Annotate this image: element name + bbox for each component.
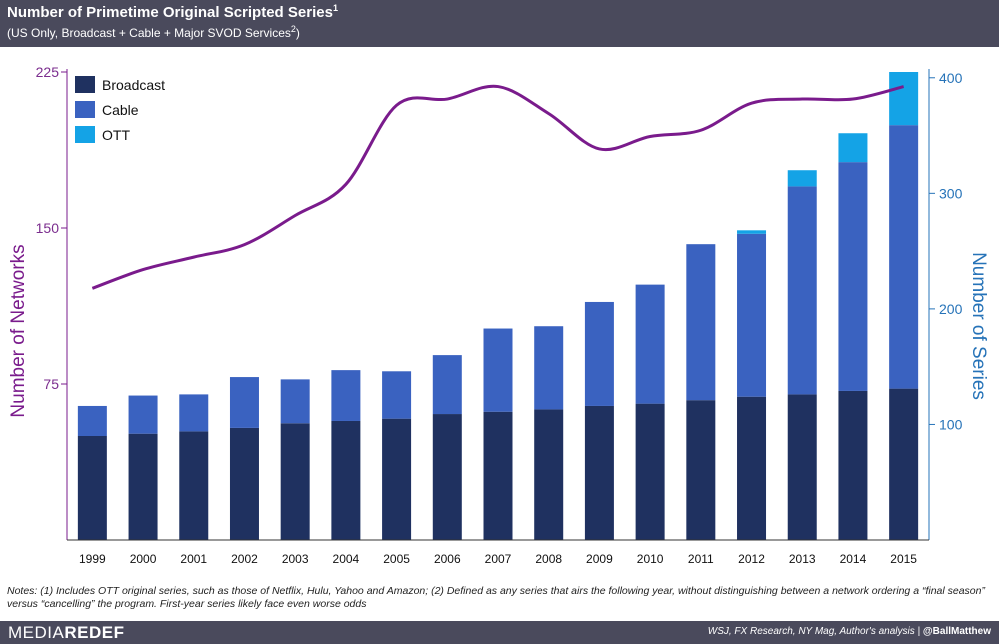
legend-swatch-cable bbox=[75, 101, 95, 118]
sources-text: WSJ, FX Research, NY Mag, Author's analy… bbox=[707, 626, 991, 637]
footer-bar: MEDIAREDEF WSJ, FX Research, NY Mag, Aut… bbox=[0, 621, 999, 644]
bar-broadcast-2015 bbox=[889, 388, 919, 540]
x-tick-label-2001: 2001 bbox=[180, 552, 207, 566]
x-tick-label-2013: 2013 bbox=[789, 552, 816, 566]
legend: Broadcast Cable OTT bbox=[75, 76, 165, 143]
bar-broadcast-2000 bbox=[128, 433, 158, 540]
x-tick-label-2010: 2010 bbox=[637, 552, 664, 566]
right-tick-label-200: 200 bbox=[939, 301, 963, 317]
bar-cable-2000 bbox=[128, 395, 158, 434]
mediaredef-logo: MEDIAREDEF bbox=[8, 623, 125, 642]
left-tick-label-150: 150 bbox=[36, 220, 60, 236]
bar-broadcast-2012 bbox=[737, 396, 767, 540]
bar-broadcast-2008 bbox=[534, 409, 564, 540]
bar-cable-2008 bbox=[534, 326, 564, 410]
chart-area: 75 150 225 100 200 300 400 1999 2000 2001 2002 2003… bbox=[8, 64, 989, 566]
right-axis-title: Number of Series bbox=[968, 252, 989, 400]
legend-label-ott: OTT bbox=[102, 127, 130, 143]
bar-cable-2003 bbox=[280, 379, 310, 424]
legend-label-cable: Cable bbox=[102, 102, 139, 118]
x-tick-label-2000: 2000 bbox=[130, 552, 157, 566]
bar-cable-2012 bbox=[737, 233, 767, 397]
left-tick-label-75: 75 bbox=[43, 376, 59, 392]
left-axis-title: Number of Networks bbox=[8, 244, 29, 417]
bar-cable-2005 bbox=[382, 371, 412, 419]
x-tick-label-1999: 1999 bbox=[79, 552, 106, 566]
chart-title: Number of Primetime Original Scripted Se… bbox=[7, 3, 338, 21]
line-layer bbox=[91, 84, 905, 290]
bar-ott-2014 bbox=[838, 133, 868, 163]
legend-swatch-broadcast bbox=[75, 76, 95, 93]
bar-broadcast-2007 bbox=[483, 411, 513, 540]
bar-cable-2009 bbox=[584, 301, 614, 406]
bar-broadcast-2011 bbox=[686, 400, 716, 540]
chart-header: Number of Primetime Original Scripted Se… bbox=[0, 0, 999, 47]
bar-cable-2004 bbox=[331, 370, 361, 421]
x-tick-label-2012: 2012 bbox=[738, 552, 765, 566]
bar-broadcast-2002 bbox=[229, 427, 259, 540]
bar-ott-2013 bbox=[787, 170, 817, 187]
bar-cable-2010 bbox=[635, 284, 665, 404]
bar-cable-2007 bbox=[483, 328, 513, 412]
legend-label-broadcast: Broadcast bbox=[102, 77, 165, 93]
bar-broadcast-2010 bbox=[635, 403, 665, 540]
x-tick-label-2009: 2009 bbox=[586, 552, 613, 566]
bar-broadcast-2013 bbox=[787, 394, 817, 540]
x-tick-label-2007: 2007 bbox=[485, 552, 512, 566]
x-tick-label-2015: 2015 bbox=[890, 552, 917, 566]
bars-layer bbox=[77, 72, 919, 540]
twitter-handle: @BallMatthew bbox=[922, 626, 991, 637]
bar-cable-2015 bbox=[889, 125, 919, 389]
bar-cable-2013 bbox=[787, 186, 817, 395]
x-tick-label-2011: 2011 bbox=[688, 552, 714, 566]
bar-broadcast-2004 bbox=[331, 420, 361, 540]
x-tick-label-2005: 2005 bbox=[383, 552, 410, 566]
bar-broadcast-2014 bbox=[838, 390, 868, 540]
x-tick-label-2008: 2008 bbox=[535, 552, 562, 566]
bar-cable-2014 bbox=[838, 162, 868, 391]
right-tick-label-400: 400 bbox=[939, 70, 963, 86]
bar-ott-2012 bbox=[737, 230, 767, 234]
x-tick-label-2014: 2014 bbox=[840, 552, 867, 566]
legend-swatch-ott bbox=[75, 126, 95, 143]
bar-broadcast-2009 bbox=[584, 405, 614, 540]
networks-line bbox=[91, 84, 905, 290]
bar-broadcast-2005 bbox=[382, 418, 412, 540]
x-tick-label-2004: 2004 bbox=[333, 552, 360, 566]
right-tick-label-100: 100 bbox=[939, 416, 963, 432]
bar-broadcast-1999 bbox=[77, 436, 107, 540]
chart-notes: Notes: (1) Includes OTT original series,… bbox=[7, 585, 985, 610]
bar-broadcast-2001 bbox=[179, 431, 209, 540]
x-tick-label-2003: 2003 bbox=[282, 552, 309, 566]
bar-cable-2006 bbox=[432, 355, 462, 415]
x-tick-label-2006: 2006 bbox=[434, 552, 461, 566]
left-tick-label-225: 225 bbox=[36, 64, 60, 80]
bar-broadcast-2003 bbox=[280, 423, 310, 540]
bar-cable-2011 bbox=[686, 244, 716, 401]
bar-ott-2015 bbox=[889, 72, 919, 126]
right-tick-label-300: 300 bbox=[939, 185, 963, 201]
chart-subtitle: (US Only, Broadcast + Cable + Major SVOD… bbox=[7, 24, 300, 40]
bar-cable-2002 bbox=[229, 377, 259, 428]
bar-cable-1999 bbox=[77, 405, 107, 436]
axes-layer: 75 150 225 100 200 300 400 1999 2000 2001 2002 2003… bbox=[8, 64, 989, 566]
bar-cable-2001 bbox=[179, 394, 209, 432]
x-tick-label-2002: 2002 bbox=[231, 552, 258, 566]
bar-broadcast-2006 bbox=[432, 414, 462, 540]
